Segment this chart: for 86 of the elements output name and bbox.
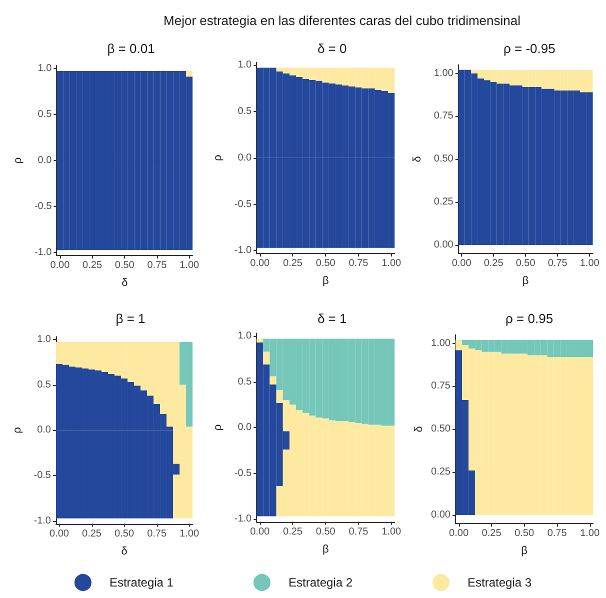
- x-tick-label: 0.75: [548, 258, 568, 270]
- x-axis-title: β: [521, 545, 528, 558]
- x-tick-label: 0.25: [283, 526, 303, 538]
- x-tick-label: 0.50: [516, 258, 536, 270]
- x-tick-label: 0.25: [82, 528, 102, 540]
- bar: [263, 352, 270, 364]
- y-axis-title: ρ: [11, 427, 24, 434]
- x-tick-label: 1.00: [180, 528, 200, 540]
- y-tick-label: -1.0: [234, 514, 252, 525]
- x-axis-title: β: [522, 275, 529, 288]
- y-tick-label: 0.50: [434, 154, 454, 165]
- x-tick-label: 1.00: [580, 528, 600, 540]
- y-tick-label: 0.5: [38, 108, 52, 120]
- x-tick-label: 0.50: [316, 258, 336, 269]
- y-tick-label: 0.5: [37, 379, 52, 390]
- x-tick-label: 0.75: [147, 528, 167, 540]
- x-tick-label: 0.75: [348, 258, 369, 269]
- x-tick-label: 1.00: [382, 258, 402, 269]
- x-axis-title: δ: [122, 277, 128, 289]
- text: Mejor estrategia en las diferentes caras del cubo tridimensinal: [164, 13, 521, 28]
- y-tick-label: 0.0: [238, 422, 252, 434]
- y-tick-label: 1.0: [238, 59, 252, 70]
- x-tick-label: 0.75: [547, 528, 568, 540]
- x-tick-label: 0.25: [82, 260, 102, 271]
- x-tick-label: 0.75: [348, 526, 369, 538]
- bar: [186, 71, 193, 77]
- y-tick-label: 1.00: [434, 68, 454, 79]
- y-tick-label: 0.00: [434, 240, 454, 251]
- y-tick-label: -0.5: [234, 468, 252, 479]
- y-tick-label: 0.25: [434, 196, 454, 208]
- x-tick-label: 0.00: [250, 526, 270, 538]
- y-tick-label: 0.0: [238, 152, 252, 164]
- y-axis-title: δ: [413, 426, 425, 432]
- chart-title: ρ = -0.95: [503, 41, 556, 56]
- y-tick-label: -0.5: [234, 198, 252, 210]
- x-axis-title: β: [322, 275, 329, 287]
- bar: [256, 338, 264, 342]
- x-tick-label: 0.50: [114, 260, 135, 271]
- y-tick-label: 0.75: [434, 110, 454, 122]
- y-tick-label: 1.0: [38, 62, 52, 74]
- x-axis-title: δ: [121, 545, 128, 558]
- y-tick-label: -0.5: [34, 470, 52, 482]
- x-tick-label: 0.75: [147, 260, 168, 271]
- y-tick-label: -1.0: [234, 245, 252, 256]
- x-tick-label: 1.00: [580, 258, 600, 270]
- x-axis-title: β: [322, 543, 329, 556]
- y-tick-label: 1.0: [238, 330, 252, 342]
- y-axis-title: ρ: [212, 424, 224, 431]
- legend-label: Estrategia 3: [468, 576, 532, 590]
- x-tick-label: 0.00: [250, 258, 270, 269]
- x-tick-label: 0.00: [50, 260, 70, 271]
- y-tick-label: 0.50: [431, 424, 451, 435]
- x-tick-label: 0.50: [316, 526, 336, 538]
- x-tick-label: 1.00: [180, 260, 200, 271]
- x-tick-label: 0.00: [452, 258, 472, 270]
- x-tick-label: 0.25: [482, 528, 502, 540]
- y-axis-title: δ: [412, 156, 424, 162]
- x-tick-label: 0.50: [114, 528, 134, 540]
- y-tick-label: 0.0: [38, 155, 52, 166]
- chart-title: β = 1: [116, 311, 146, 326]
- chart-title: δ = 0: [317, 41, 347, 56]
- y-tick-label: -1.0: [34, 516, 52, 527]
- x-tick-label: 0.00: [449, 528, 469, 540]
- chart-title: ρ = 0.95: [506, 311, 554, 326]
- x-tick-label: 0.00: [50, 528, 70, 540]
- y-tick-label: 1.0: [37, 334, 52, 345]
- chart-title: δ = 1: [317, 311, 347, 326]
- bar: [270, 376, 276, 385]
- y-tick-label: 0.0: [37, 424, 52, 436]
- y-tick-label: 0.5: [238, 106, 252, 117]
- x-tick-label: 0.25: [283, 258, 303, 269]
- legend-label: Estrategia 2: [288, 576, 353, 590]
- x-tick-label: 0.25: [484, 258, 504, 270]
- y-tick-label: 0.25: [431, 466, 451, 478]
- legend-label: Estrategia 1: [109, 576, 174, 590]
- y-tick-label: -1.0: [34, 247, 52, 258]
- y-tick-label: 0.00: [431, 510, 451, 521]
- x-tick-label: 0.50: [514, 528, 534, 540]
- x-tick-label: 1.00: [382, 526, 402, 538]
- y-tick-label: -0.5: [34, 201, 52, 212]
- y-tick-label: 0.75: [431, 380, 451, 392]
- y-tick-label: 1.00: [431, 338, 451, 349]
- y-tick-label: 0.5: [238, 376, 252, 388]
- chart-title: β = 0.01: [107, 41, 155, 56]
- y-axis-title: ρ: [12, 157, 24, 164]
- y-axis-title: ρ: [212, 154, 224, 161]
